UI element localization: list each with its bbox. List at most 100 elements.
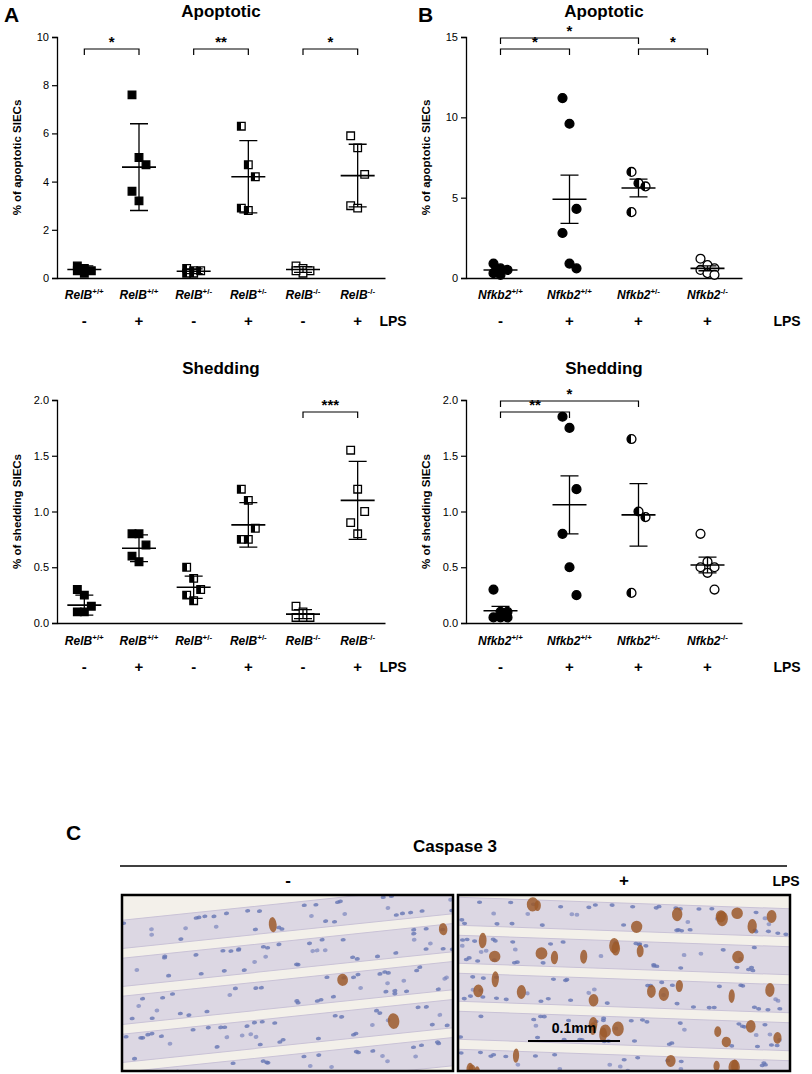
nucleus [777,1007,782,1011]
y-tick: 0.5 [34,561,57,573]
nucleus [253,927,259,931]
chart: Shedding0.00.51.01.52.0% of shedding SIE… [420,359,801,675]
nucleus [383,990,389,994]
nucleus [408,910,414,914]
nucleus [167,1041,172,1045]
data-point [558,94,567,103]
y-tick: 1.5 [443,450,466,462]
data-point [558,229,567,238]
nucleus [132,1057,138,1061]
y-tick-label: 0.0 [34,617,49,629]
gene-name: RelB [65,634,93,648]
nucleus [749,966,754,970]
gene-name: Nfkb2 [478,288,512,302]
nucleus [193,916,199,920]
y-tick-label: 8 [43,79,49,91]
gene-name: Nfkb2 [547,288,581,302]
header-rule [120,865,787,867]
nucleus [674,928,679,932]
significance-label: * [327,33,333,50]
x-tick-label: RelB+/+ [65,287,104,302]
nucleus [679,1060,684,1064]
image-title: Caspase 3 [413,837,497,856]
nucleus [430,1023,436,1027]
nucleus [574,913,579,917]
nucleus [601,1016,606,1020]
x-tick-label: Nfkb2+/+ [547,633,592,648]
nucleus [154,1008,159,1012]
nucleus [674,1002,679,1006]
chart-title: Apoptotic [181,2,260,21]
significance-label: * [532,33,538,50]
nucleus [440,947,446,951]
data-point [565,423,574,432]
nucleus [214,925,219,929]
nucleus [607,1063,612,1067]
y-axis-line [461,38,467,279]
data-point [710,585,719,594]
gene-name: RelB [230,634,258,648]
data-point [572,204,581,213]
stained-cell [337,973,349,986]
nucleus [178,937,184,941]
y-tick-label: 1.0 [34,506,49,518]
nucleus [323,948,328,952]
nucleus [242,968,248,972]
nucleus [370,1049,376,1053]
nucleus [477,900,482,904]
nucleus [734,966,739,970]
nucleus [140,1036,146,1040]
nucleus [509,922,514,926]
y-tick-label: 5 [452,192,458,204]
significance-label: ** [215,33,227,50]
nucleus [707,1006,712,1010]
nucleus [233,986,239,990]
nucleus [654,964,659,968]
x-tick-label: RelB+/+ [65,633,104,648]
y-tick-mark [52,623,57,624]
nucleus [538,1015,543,1019]
nucleus [479,950,484,954]
micrograph [122,895,453,1071]
nucleus [386,971,392,975]
nucleus [272,1021,278,1025]
significance-label: *** [322,396,340,413]
y-tick-label: 10 [446,111,458,123]
villus-body [458,1010,790,1052]
y-tick-label: 2 [43,224,49,236]
nucleus [459,918,464,922]
nucleus [252,960,257,964]
y-tick-mark [52,85,57,86]
stained-cell [438,923,448,936]
nucleus [503,1055,508,1059]
treatment-label: + [703,312,712,329]
stained-cell [672,907,683,921]
genotype: -/- [313,633,321,642]
y-tick-mark [461,567,466,568]
nucleus [765,1008,770,1012]
genotype: -/- [368,633,376,642]
nucleus [294,962,300,966]
treatment-label: + [565,658,574,675]
treatment-label: - [191,658,196,675]
nucleus [468,994,473,998]
stained-cell [551,951,559,965]
nucleus [533,1024,538,1028]
nucleus [752,946,757,950]
treatment-label: + [135,312,144,329]
nucleus [214,1045,220,1049]
nucleus [259,1020,265,1024]
treatment-label: - [498,658,503,675]
gene-name: RelB [340,634,368,648]
nucleus [162,956,168,960]
data-point [128,187,136,195]
nucleus [640,1018,645,1022]
nucleus [394,913,400,917]
nucleus [632,1039,637,1043]
micrograph [458,895,790,1071]
stained-cell [491,971,499,987]
nucleus [670,983,675,987]
stained-cell [658,987,669,1001]
nucleus [586,905,591,909]
nucleus [279,927,285,931]
